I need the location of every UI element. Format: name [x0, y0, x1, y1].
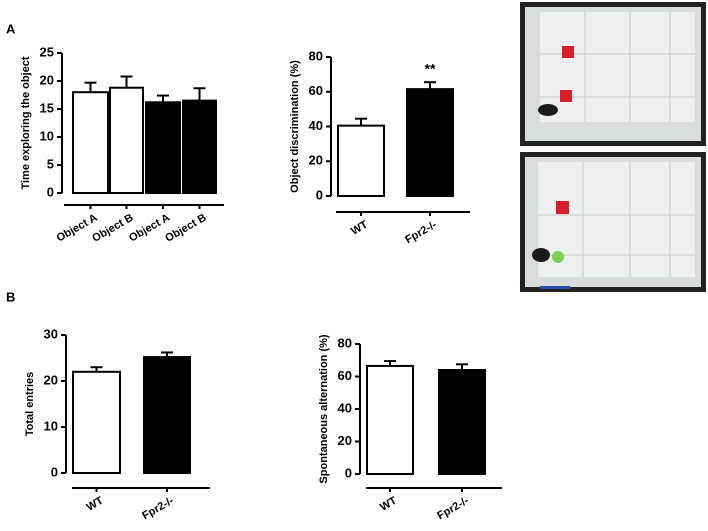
x-tick-label: Object B — [163, 212, 208, 245]
y-tick-label: 30 — [44, 326, 58, 341]
bar — [438, 369, 486, 475]
y-tick-label: 20 — [338, 433, 352, 448]
x-tick-label: WT — [349, 219, 370, 238]
y-axis-label: Total entries — [24, 372, 36, 437]
y-tick-label: 0 — [51, 464, 58, 479]
y-tick-label: 80 — [309, 48, 323, 63]
y-tick-label: 25 — [40, 44, 54, 59]
x-tick-label: Fpr2-/- — [435, 495, 471, 523]
photo — [520, 152, 706, 292]
y-tick-label: 15 — [40, 100, 54, 115]
y-tick-label: 40 — [338, 400, 352, 415]
bar — [72, 370, 121, 474]
photo — [520, 2, 706, 146]
y-tick-label: 80 — [338, 335, 352, 350]
y-tick-label: 20 — [309, 153, 323, 168]
bar — [143, 356, 191, 474]
y-tick-label: 0 — [47, 184, 54, 199]
y-axis-label: Object discrimination (%) — [289, 60, 301, 193]
x-tick-label: Object B — [90, 212, 135, 245]
y-tick-label: 20 — [40, 72, 54, 87]
bar — [109, 86, 144, 194]
y-tick-label: 0 — [345, 465, 352, 480]
bar — [145, 101, 181, 194]
panel-label: B — [6, 289, 15, 304]
y-axis-label: Spontaneous alternation (%) — [318, 334, 330, 483]
bar — [182, 99, 217, 194]
x-tick-label: Fpr2-/- — [140, 495, 176, 523]
y-tick-label: 10 — [40, 128, 54, 143]
x-tick-label: Fpr2-/- — [403, 219, 439, 247]
y-tick-label: 5 — [47, 156, 54, 171]
x-tick-label: WT — [85, 495, 106, 514]
y-axis-label: Time exploring the object — [20, 56, 32, 189]
annotation: ** — [425, 61, 436, 77]
y-tick-label: 10 — [44, 418, 58, 433]
panel-label: A — [6, 21, 16, 36]
y-tick-label: 60 — [338, 368, 352, 383]
y-tick-label: 60 — [309, 83, 323, 98]
bar — [337, 124, 385, 197]
y-tick-label: 40 — [309, 118, 323, 133]
bar — [72, 91, 109, 194]
x-tick-label: WT — [378, 495, 399, 514]
y-tick-label: 0 — [316, 187, 323, 202]
bar — [366, 364, 414, 475]
y-tick-label: 20 — [44, 372, 58, 387]
bar — [406, 88, 454, 197]
